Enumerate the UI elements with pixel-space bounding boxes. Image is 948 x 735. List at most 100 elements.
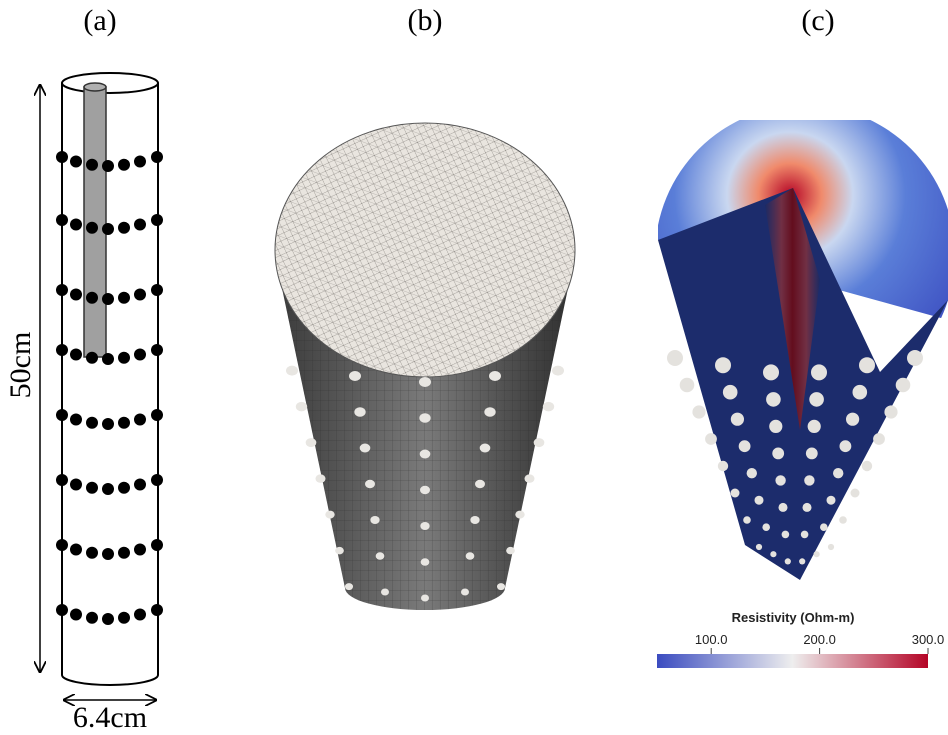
- electrode: [102, 548, 114, 560]
- electrode: [718, 461, 728, 471]
- electrode: [506, 547, 515, 555]
- electrode: [70, 219, 82, 231]
- electrode: [365, 480, 375, 489]
- electrode: [715, 357, 731, 373]
- electrode: [739, 440, 751, 452]
- electrode: [820, 523, 828, 531]
- electrode: [151, 409, 163, 421]
- electrode: [833, 468, 843, 478]
- electrode: [102, 483, 114, 495]
- electrode: [70, 414, 82, 426]
- electrode: [70, 544, 82, 556]
- electrode: [316, 474, 326, 483]
- electrode: [420, 450, 431, 459]
- electrode: [360, 444, 371, 453]
- electrode: [534, 438, 545, 447]
- electrode: [151, 474, 163, 486]
- electrode: [86, 159, 98, 171]
- electrode: [118, 292, 130, 304]
- electrode: [853, 385, 868, 400]
- electrode: [851, 489, 860, 498]
- electrode: [134, 156, 146, 168]
- electrode: [475, 480, 485, 489]
- electrode: [480, 444, 491, 453]
- electrode: [461, 589, 469, 596]
- electrode: [296, 402, 307, 412]
- electrode: [118, 612, 130, 624]
- electrode: [286, 366, 298, 376]
- electrode: [692, 405, 705, 418]
- electrode: [747, 468, 757, 478]
- electrode: [846, 413, 859, 426]
- electrode: [56, 214, 68, 226]
- electrode: [775, 475, 785, 485]
- electrode: [134, 289, 146, 301]
- electrode: [731, 413, 744, 426]
- electrode: [420, 486, 430, 495]
- electrode: [552, 366, 564, 376]
- electrode: [419, 413, 430, 423]
- electrode: [862, 461, 872, 471]
- electrode: [56, 474, 68, 486]
- electrode: [763, 364, 779, 380]
- electrode: [525, 474, 535, 483]
- electrode: [907, 350, 923, 366]
- electrode: [680, 378, 695, 393]
- electrode: [421, 595, 429, 602]
- electrode: [134, 349, 146, 361]
- electrode: [118, 352, 130, 364]
- electrode: [349, 371, 361, 381]
- electrode: [306, 438, 317, 447]
- electrode: [118, 222, 130, 234]
- electrode: [801, 531, 809, 539]
- electrode: [325, 511, 334, 519]
- electrode: [86, 352, 98, 364]
- electrode: [56, 539, 68, 551]
- electrode: [86, 612, 98, 624]
- electrode: [134, 609, 146, 621]
- electrode: [782, 531, 790, 539]
- panel-label: (c): [801, 4, 834, 37]
- electrode: [859, 357, 875, 373]
- mesh-model: [275, 123, 575, 610]
- electrode: [134, 479, 146, 491]
- colorbar-tick-label: 200.0: [803, 632, 836, 647]
- electrode: [811, 364, 827, 380]
- electrode: [772, 448, 784, 460]
- electrode: [466, 552, 475, 560]
- electrode: [70, 289, 82, 301]
- column-sketch: [40, 73, 163, 700]
- electrode: [56, 284, 68, 296]
- electrode: [484, 407, 495, 417]
- electrode: [134, 544, 146, 556]
- electrode: [723, 385, 738, 400]
- electrode: [785, 558, 791, 564]
- electrode: [56, 344, 68, 356]
- electrode: [56, 151, 68, 163]
- electrode: [151, 214, 163, 226]
- electrode: [809, 392, 824, 407]
- electrode: [370, 516, 379, 524]
- electrode: [86, 222, 98, 234]
- electrode: [102, 418, 114, 430]
- electrode: [56, 409, 68, 421]
- electrode: [840, 440, 852, 452]
- figure: (a) (b) (c) 50cm 6.4cm Resistivity (Ohm-…: [0, 0, 948, 735]
- electrode: [421, 558, 430, 566]
- electrode: [515, 511, 524, 519]
- electrode: [118, 417, 130, 429]
- colorbar: [657, 654, 928, 668]
- electrode: [762, 523, 770, 531]
- electrode: [770, 551, 776, 557]
- electrode: [102, 160, 114, 172]
- electrode: [376, 552, 385, 560]
- electrode: [420, 522, 429, 530]
- electrode: [884, 405, 897, 418]
- electrode: [151, 604, 163, 616]
- electrode: [828, 544, 834, 550]
- colorbar-tick-label: 100.0: [695, 632, 728, 647]
- electrode: [799, 558, 805, 564]
- colorbar-title: Resistivity (Ohm-m): [732, 610, 855, 625]
- electrode: [381, 589, 389, 596]
- electrode: [827, 496, 836, 505]
